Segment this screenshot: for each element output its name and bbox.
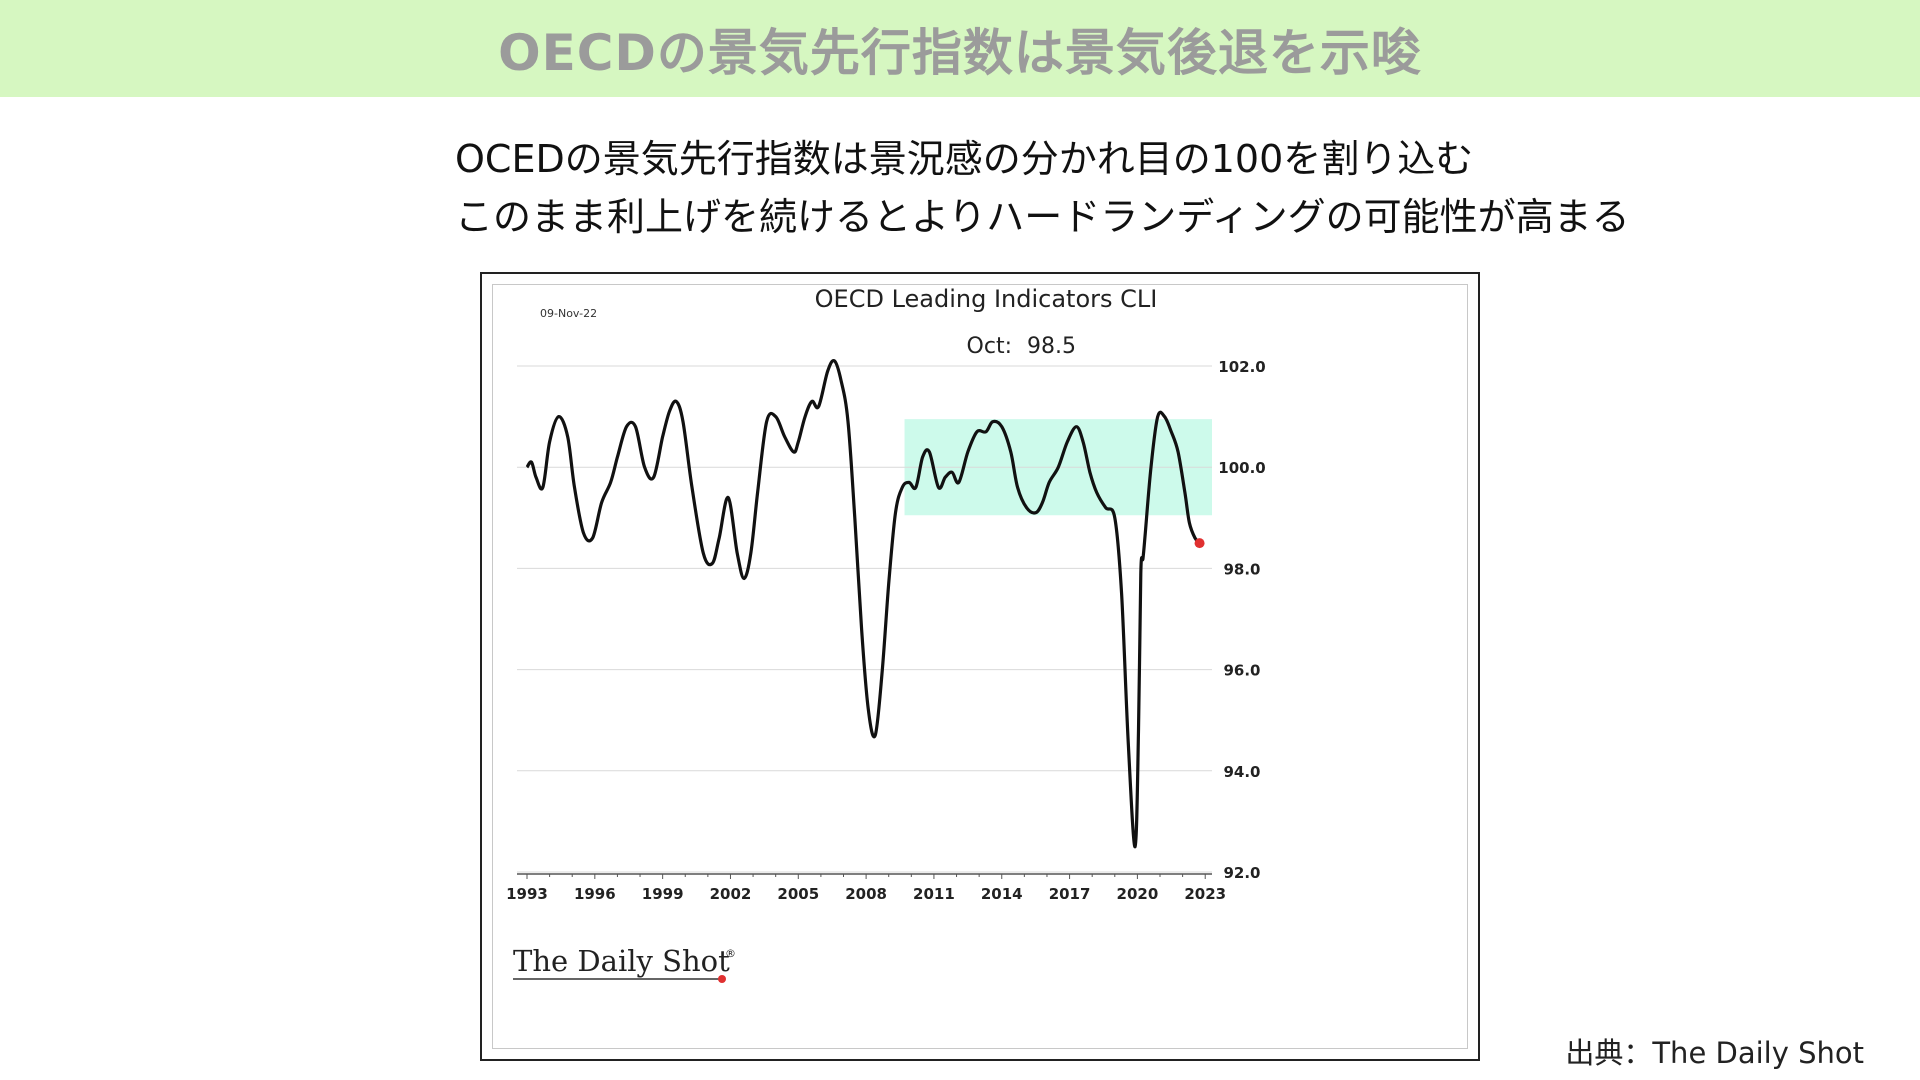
y-tick-label: 102.0 — [1218, 358, 1265, 376]
x-tick-label: 2005 — [777, 885, 819, 903]
y-tick-label: 96.0 — [1223, 662, 1260, 680]
watermark-logo: The Daily Shot ® — [513, 944, 736, 983]
x-tick-label: 2017 — [1049, 885, 1091, 903]
x-tick-label: 2014 — [981, 885, 1023, 903]
source-citation: 出典：The Daily Shot — [1565, 1036, 1864, 1070]
watermark-dot — [718, 975, 726, 983]
commentary: OCEDの景気先行指数は景況感の分かれ目の100を割り込む このまま利上げを続け… — [455, 130, 1630, 246]
chart-inner-border — [492, 284, 1468, 1049]
commentary-line-2: このまま利上げを続けるとよりハードランディングの可能性が高まる — [455, 195, 1630, 239]
x-tick-label: 2023 — [1184, 885, 1226, 903]
x-tick-label: 2002 — [710, 885, 752, 903]
latest-label: Oct: — [967, 334, 1012, 359]
x-tick-label: 2008 — [845, 885, 887, 903]
x-tick-label: 1996 — [574, 885, 616, 903]
watermark-registered-mark: ® — [725, 947, 736, 960]
y-tick-label: 100.0 — [1218, 459, 1265, 477]
x-tick-label: 1999 — [642, 885, 684, 903]
x-tick-label: 2011 — [913, 885, 955, 903]
chart-frame: 92.0 94.0 96.0 98.0 100.0 102.0 1993 1996 1999 20… — [480, 272, 1480, 1061]
chart-date-label: 09-Nov-22 — [540, 307, 597, 320]
page-title: OECDの景気先行指数は景気後退を示唆 — [498, 23, 1422, 82]
latest-point-marker — [1194, 538, 1205, 549]
chart-title: OECD Leading Indicators CLI — [815, 285, 1158, 313]
watermark-text: The Daily Shot — [513, 944, 730, 978]
cli-series-line — [525, 359, 1201, 849]
latest-value: 98.5 — [1027, 334, 1076, 359]
x-tick-label: 2020 — [1117, 885, 1159, 903]
commentary-line-1: OCEDの景気先行指数は景況感の分かれ目の100を割り込む — [455, 137, 1474, 181]
cli-line-chart: 92.0 94.0 96.0 98.0 100.0 102.0 1993 1996 1999 20… — [506, 285, 1266, 983]
y-tick-label: 94.0 — [1223, 763, 1260, 781]
x-tick-label: 1993 — [506, 885, 548, 903]
y-tick-label: 98.0 — [1223, 560, 1260, 578]
title-bar: OECDの景気先行指数は景気後退を示唆 — [0, 0, 1920, 97]
y-tick-label: 92.0 — [1223, 864, 1260, 882]
